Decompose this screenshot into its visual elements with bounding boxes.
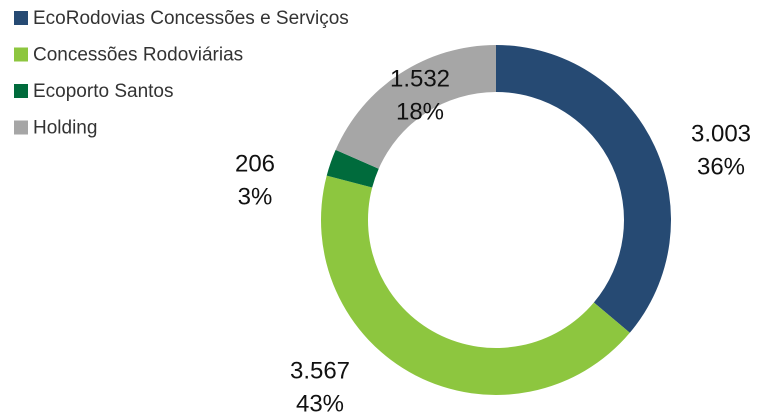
percentage-label: 18%	[396, 98, 444, 125]
legend-label: Ecoporto Santos	[33, 81, 173, 102]
legend-swatch	[14, 11, 28, 25]
legend-swatch	[14, 84, 28, 98]
donut-slice	[335, 45, 496, 169]
legend-swatch	[14, 47, 28, 62]
percentage-label: 3%	[238, 183, 273, 210]
value-label: 1.532	[390, 65, 450, 92]
value-label: 3.567	[290, 357, 350, 384]
donut-slice	[321, 175, 630, 395]
percentage-label: 36%	[697, 153, 745, 180]
legend-swatch	[14, 120, 28, 135]
legend-label: EcoRodovias Concessões e Serviços	[33, 8, 349, 29]
percentage-label: 43%	[296, 390, 344, 417]
donut-slice	[496, 45, 671, 333]
legend-label: Holding	[33, 118, 97, 139]
value-label: 206	[235, 150, 275, 177]
legend-label: Concessões Rodoviárias	[33, 45, 243, 66]
donut-slice	[326, 149, 379, 188]
value-label: 3.003	[691, 120, 751, 147]
